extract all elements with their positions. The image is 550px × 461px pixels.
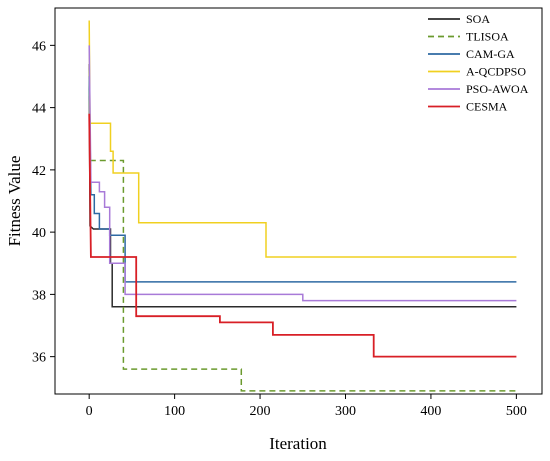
x-tick-label: 0 — [86, 404, 93, 419]
legend: SOA TLISOA CAM-GA A-QCDPSO PSO-AWOA CESMA — [428, 12, 529, 114]
x-tick-label: 400 — [420, 404, 441, 419]
axis-ticks: 0 100 200 300 400 500 36 38 40 42 44 46 — [32, 39, 527, 419]
y-tick-label: 46 — [32, 39, 46, 54]
y-axis-title: Fitness Value — [5, 156, 24, 247]
series-line-soa — [88, 63, 517, 308]
legend-label: SOA — [466, 12, 490, 26]
series-line-cam-ga — [88, 76, 517, 283]
series-line-a-qcdpso — [88, 20, 517, 258]
series-layer — [88, 20, 517, 392]
y-tick-label: 40 — [32, 226, 46, 241]
legend-label: CAM-GA — [466, 47, 515, 61]
x-tick-label: 500 — [506, 404, 527, 419]
series-line-tlisoa — [88, 70, 517, 392]
y-tick-label: 44 — [32, 102, 46, 117]
legend-label: A-QCDPSO — [466, 65, 526, 79]
y-tick-label: 42 — [32, 164, 46, 179]
series-line-cesma — [88, 113, 517, 358]
x-tick-label: 200 — [250, 404, 271, 419]
legend-label: TLISOA — [466, 30, 509, 44]
x-tick-label: 100 — [164, 404, 185, 419]
x-tick-label: 300 — [335, 404, 356, 419]
plot-frame — [54, 7, 543, 395]
legend-label: CESMA — [466, 100, 508, 114]
legend-label: PSO-AWOA — [466, 82, 529, 96]
y-tick-label: 36 — [32, 351, 46, 366]
series-line-pso-awoa — [88, 45, 517, 302]
x-axis-title: Iteration — [269, 434, 327, 453]
y-tick-label: 38 — [32, 288, 46, 303]
